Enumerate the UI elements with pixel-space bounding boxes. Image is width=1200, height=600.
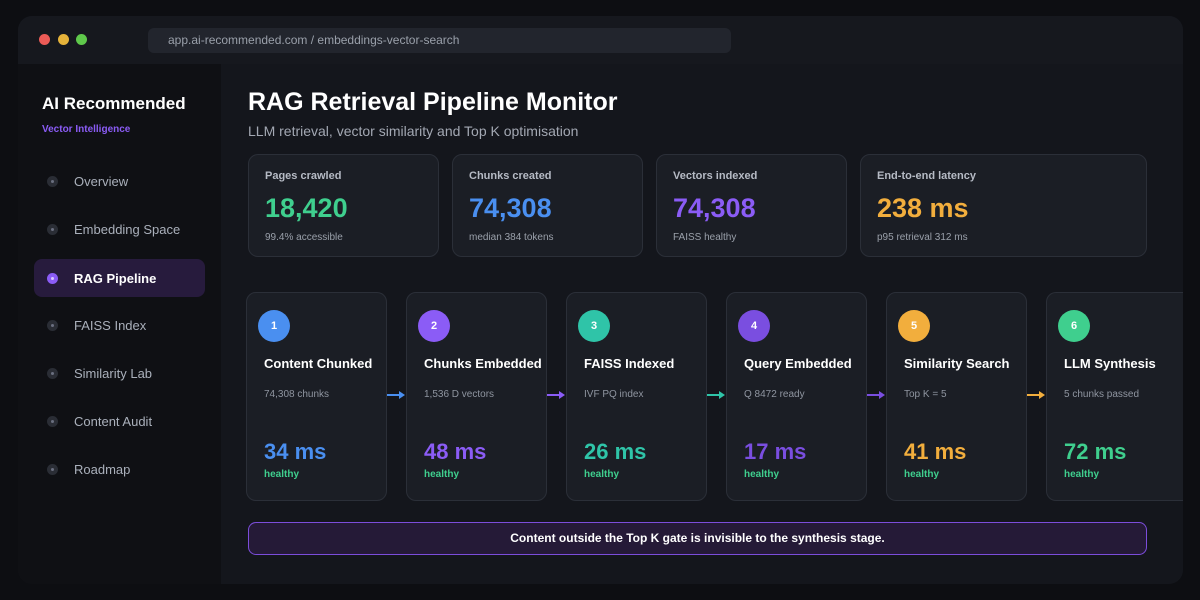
top-k-callout: Content outside the Top K gate is invisi… [248, 522, 1147, 555]
minimize-window-button[interactable] [58, 34, 69, 45]
stat-card-vectors-indexed: Vectors indexed 74,308 FAISS healthy [656, 154, 847, 257]
stat-value: 18,420 [265, 193, 348, 223]
stage-card-content-chunked[interactable]: 1 Content Chunked 74,308 chunks 34 ms he… [246, 292, 387, 501]
sidebar-item-label: Roadmap [74, 462, 131, 477]
stage-latency: 72 ms [1064, 439, 1127, 464]
sidebar-item-overview[interactable]: Overview [34, 162, 205, 200]
stat-card-chunks-created: Chunks created 74,308 median 384 tokens [452, 154, 643, 257]
stat-note: 99.4% accessible [265, 232, 343, 243]
stage-detail: IVF PQ index [584, 389, 644, 400]
stage-latency: 26 ms [584, 439, 647, 464]
stage-number-badge: 6 [1058, 310, 1090, 342]
sidebar-item-label: RAG Pipeline [74, 271, 157, 286]
stat-label: Pages crawled [265, 170, 342, 182]
sidebar-item-embedding-space[interactable]: Embedding Space [34, 210, 205, 248]
app-window: app.ai-recommended.com / embeddings-vect… [18, 16, 1183, 584]
nav-dot-icon [47, 320, 58, 331]
stage-status: healthy [904, 469, 940, 480]
stage-detail: Q 8472 ready [744, 389, 805, 400]
stage-number-badge: 5 [898, 310, 930, 342]
stage-detail: 74,308 chunks [264, 389, 330, 400]
stat-note: median 384 tokens [469, 232, 554, 243]
stage-card-llm-synthesis[interactable]: 6 LLM Synthesis 5 chunks passed 72 ms he… [1046, 292, 1183, 501]
nav-dot-icon [47, 464, 58, 475]
stage-card-similarity-search[interactable]: 5 Similarity Search Top K = 5 41 ms heal… [886, 292, 1027, 501]
stat-note: p95 retrieval 312 ms [877, 232, 968, 243]
sidebar-item-label: Embedding Space [74, 222, 181, 237]
stage-latency: 48 ms [424, 439, 487, 464]
stage-title: Content Chunked [264, 356, 373, 371]
sidebar-item-faiss-index[interactable]: FAISS Index [34, 306, 205, 344]
stage-number-badge: 1 [258, 310, 290, 342]
stage-title: LLM Synthesis [1064, 356, 1156, 371]
brand-subtitle: Vector Intelligence [42, 124, 131, 135]
stat-value: 74,308 [469, 193, 552, 223]
title-bar: app.ai-recommended.com / embeddings-vect… [18, 16, 1183, 64]
stage-status: healthy [584, 469, 620, 480]
nav-dot-icon [47, 176, 58, 187]
sidebar-item-roadmap[interactable]: Roadmap [34, 450, 205, 488]
page-title: RAG Retrieval Pipeline Monitor [248, 88, 618, 116]
stat-note: FAISS healthy [673, 232, 737, 243]
stage-title: Query Embedded [744, 356, 852, 371]
stage-card-query-embedded[interactable]: 4 Query Embedded Q 8472 ready 17 ms heal… [726, 292, 867, 501]
nav-dot-icon [47, 368, 58, 379]
stage-detail: 5 chunks passed [1064, 389, 1140, 400]
sidebar: AI Recommended Vector Intelligence Overv… [18, 64, 221, 584]
stat-label: End-to-end latency [877, 170, 977, 182]
stage-detail: 1,536 D vectors [424, 389, 495, 400]
stat-value: 74,308 [673, 193, 756, 223]
address-bar[interactable]: app.ai-recommended.com / embeddings-vect… [148, 28, 731, 53]
sidebar-item-content-audit[interactable]: Content Audit [34, 402, 205, 440]
sidebar-item-label: Similarity Lab [74, 366, 153, 381]
stage-number-badge: 4 [738, 310, 770, 342]
stage-number-badge: 2 [418, 310, 450, 342]
stage-number-badge: 3 [578, 310, 610, 342]
close-window-button[interactable] [39, 34, 50, 45]
nav-dot-icon [47, 416, 58, 427]
sidebar-item-label: Content Audit [74, 414, 153, 429]
sidebar-item-label: Overview [74, 174, 129, 189]
brand-name: AI Recommended [42, 94, 186, 113]
stage-latency: 41 ms [904, 439, 967, 464]
main-content: RAG Retrieval Pipeline Monitor LLM retri… [221, 64, 1183, 584]
page-subtitle: LLM retrieval, vector similarity and Top… [248, 123, 579, 139]
stage-title: FAISS Indexed [584, 356, 675, 371]
stage-status: healthy [744, 469, 780, 480]
stage-title: Similarity Search [904, 356, 1010, 371]
stat-label: Chunks created [469, 170, 552, 182]
stage-detail: Top K = 5 [904, 389, 947, 400]
maximize-window-button[interactable] [76, 34, 87, 45]
sidebar-item-label: FAISS Index [74, 318, 147, 333]
nav-dot-icon [47, 224, 58, 235]
stage-card-faiss-indexed[interactable]: 3 FAISS Indexed IVF PQ index 26 ms healt… [566, 292, 707, 501]
sidebar-item-rag-pipeline[interactable]: RAG Pipeline [34, 259, 205, 297]
stage-latency: 17 ms [744, 439, 807, 464]
stat-label: Vectors indexed [673, 170, 758, 182]
stage-status: healthy [264, 469, 300, 480]
sidebar-item-similarity-lab[interactable]: Similarity Lab [34, 354, 205, 392]
stage-status: healthy [424, 469, 460, 480]
nav-dot-icon [47, 273, 58, 284]
stage-title: Chunks Embedded [424, 356, 542, 371]
stage-status: healthy [1064, 469, 1100, 480]
stat-card-pages-crawled: Pages crawled 18,420 99.4% accessible [248, 154, 439, 257]
stat-card-latency: End-to-end latency 238 ms p95 retrieval … [860, 154, 1147, 257]
stat-value: 238 ms [877, 193, 969, 223]
stage-card-chunks-embedded[interactable]: 2 Chunks Embedded 1,536 D vectors 48 ms … [406, 292, 547, 501]
stage-latency: 34 ms [264, 439, 327, 464]
